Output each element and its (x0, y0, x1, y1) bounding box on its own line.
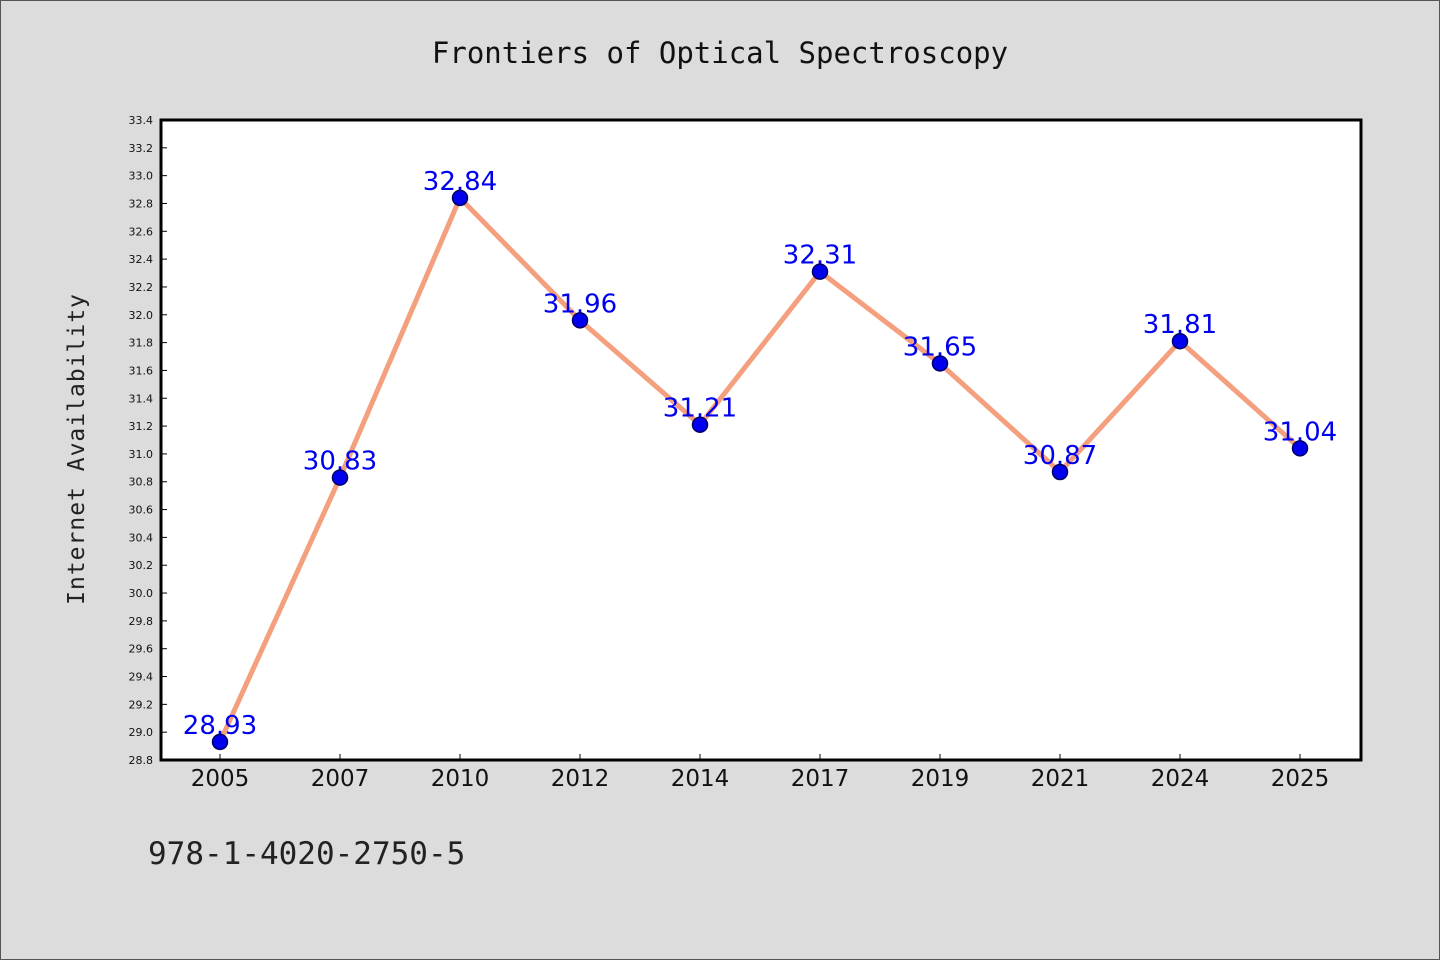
data-labels: 28.93 30.83 32.84 31.96 31.21 32.31 31.65 30.87… (183, 167, 1337, 741)
y-tick-label: 30.2 (129, 559, 154, 572)
y-tick-label: 29.2 (129, 698, 154, 711)
y-tick-label: 32.0 (129, 309, 154, 322)
data-point (811, 263, 829, 280)
data-point-label: 31.81 (1143, 310, 1217, 340)
plot-area (159, 118, 1363, 762)
series-markers (211, 189, 1309, 751)
data-point-label: 32.31 (783, 241, 857, 271)
x-tick-label: 2005 (191, 766, 250, 792)
data-point (1051, 463, 1069, 481)
y-tick-label: 29.4 (129, 671, 154, 684)
x-tick-label: 2019 (911, 766, 970, 792)
data-point (1171, 332, 1189, 350)
data-point-label: 31.96 (543, 289, 617, 319)
x-tick-label: 2025 (1271, 766, 1330, 792)
x-tick-label: 2021 (1031, 766, 1090, 792)
data-point-label: 31.04 (1263, 417, 1337, 447)
data-point-label: 31.65 (903, 332, 977, 362)
y-tick-label: 31.4 (129, 392, 154, 405)
y-tick-label: 32.6 (129, 225, 154, 238)
y-tick-label: 33.4 (129, 114, 154, 127)
y-tick-label: 32.2 (129, 281, 154, 294)
data-point-label: 30.87 (1023, 441, 1097, 471)
y-tick-label: 31.6 (129, 364, 154, 377)
x-tick-label: 2007 (311, 766, 370, 792)
chart-title: Frontiers of Optical Spectroscopy (432, 36, 1008, 70)
x-tick-label: 2024 (1151, 766, 1210, 792)
y-tick-label: 30.8 (129, 476, 154, 489)
y-tick-label: 31.0 (129, 448, 154, 461)
data-point-label: 28.93 (183, 711, 257, 741)
y-tick-label: 29.6 (129, 643, 154, 656)
y-tick-label: 29.0 (129, 726, 154, 739)
x-tick-label: 2012 (551, 766, 610, 792)
y-tick-label: 28.8 (129, 754, 154, 767)
x-tick-label: 2010 (431, 766, 490, 792)
data-point (1291, 440, 1309, 457)
y-tick-label: 31.2 (129, 420, 154, 433)
data-point (571, 312, 589, 329)
data-point (211, 733, 229, 751)
y-tick-label: 32.8 (129, 197, 154, 210)
x-tick-label: 2014 (671, 766, 730, 792)
y-tick-label: 30.0 (129, 587, 154, 600)
y-tick-label: 31.8 (129, 337, 154, 350)
data-point (331, 469, 349, 486)
y-axis-label: Internet Availability (64, 293, 90, 605)
isbn-text: 978-1-4020-2750-5 (148, 836, 465, 872)
series-line (217, 195, 1303, 745)
y-tick-label: 30.6 (129, 504, 154, 517)
series-line-group (217, 195, 1303, 745)
y-tick-label: 33.2 (129, 142, 154, 155)
x-tick-label: 2017 (791, 766, 850, 792)
y-tick-label: 29.8 (129, 615, 154, 628)
data-point-label: 30.83 (303, 447, 377, 477)
y-axis-ticks: 28.8 29.0 29.2 29.4 29.6 29.8 30.0 30.2 30.4 30.6… (129, 114, 167, 767)
data-point-label: 32.84 (423, 167, 497, 197)
data-point-label: 31.21 (663, 394, 737, 424)
data-point (691, 416, 709, 433)
y-tick-label: 30.4 (129, 531, 154, 544)
x-axis-ticks: 2005 2007 2010 2012 2014 2017 2019 2021 2024 2025 (191, 754, 1330, 792)
y-tick-label: 33.0 (129, 170, 154, 183)
data-point (451, 189, 469, 207)
data-point (931, 355, 949, 372)
y-tick-label: 32.4 (129, 253, 154, 266)
